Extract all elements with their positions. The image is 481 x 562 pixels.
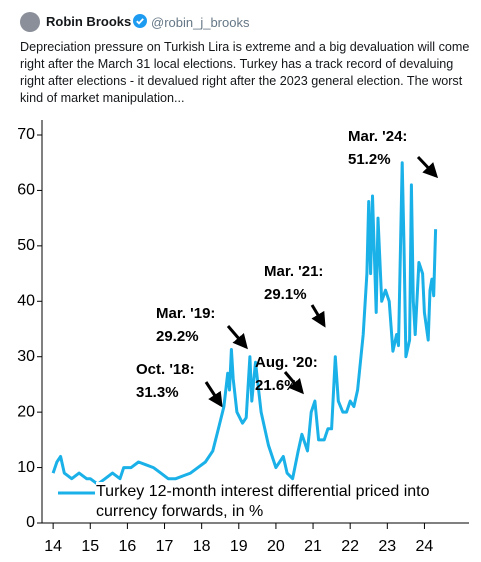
y-tick-label: 30 <box>17 348 35 365</box>
y-tick-label: 40 <box>17 293 35 310</box>
y-tick-label: 10 <box>17 459 35 476</box>
annotation-value: 51.2% <box>348 151 391 168</box>
x-tick-label: 14 <box>44 538 62 555</box>
x-tick-label: 18 <box>193 538 211 555</box>
y-tick-label: 20 <box>17 403 35 420</box>
legend: Turkey 12-month interest differential pr… <box>96 482 476 522</box>
annotation-value: 29.2% <box>156 328 199 345</box>
series-line <box>51 161 438 486</box>
x-tick-label: 23 <box>378 538 396 555</box>
author-handle[interactable]: @robin_j_brooks <box>151 15 250 30</box>
arrows <box>204 155 439 408</box>
x-tick-label: 24 <box>416 538 434 555</box>
x-tick-label: 16 <box>119 538 137 555</box>
annotation-label: Mar. '24: <box>348 128 407 145</box>
y-tick-label: 70 <box>17 126 35 143</box>
annotation-label: Oct. '18: <box>136 361 195 378</box>
annotation-label: Aug. '20: <box>255 354 318 371</box>
x-tick-label: 20 <box>267 538 285 555</box>
x-tick-label: 15 <box>81 538 99 555</box>
avatar[interactable] <box>20 12 40 32</box>
x-tick-label: 19 <box>230 538 248 555</box>
annotation-value: 21.6% <box>255 377 298 394</box>
annotation-value: 29.1% <box>264 286 307 303</box>
verified-badge <box>133 14 147 28</box>
legend-label: Turkey 12-month interest differential pr… <box>96 482 476 522</box>
tweet-text: Depreciation pressure on Turkish Lira is… <box>20 40 470 105</box>
y-tick-label: 60 <box>17 182 35 199</box>
y-tick-label: 50 <box>17 237 35 254</box>
x-tick-label: 21 <box>304 538 322 555</box>
tweet: Robin Brooks @robin_j_brooks Depreciatio… <box>0 0 481 118</box>
x-tick-label: 22 <box>341 538 359 555</box>
annotation-label: Mar. '19: <box>156 305 215 322</box>
author-name[interactable]: Robin Brooks <box>46 14 132 29</box>
annotation-label: Mar. '21: <box>264 263 323 280</box>
annotation-value: 31.3% <box>136 384 179 401</box>
y-tick-label: 0 <box>26 514 35 531</box>
x-tick-label: 17 <box>156 538 174 555</box>
